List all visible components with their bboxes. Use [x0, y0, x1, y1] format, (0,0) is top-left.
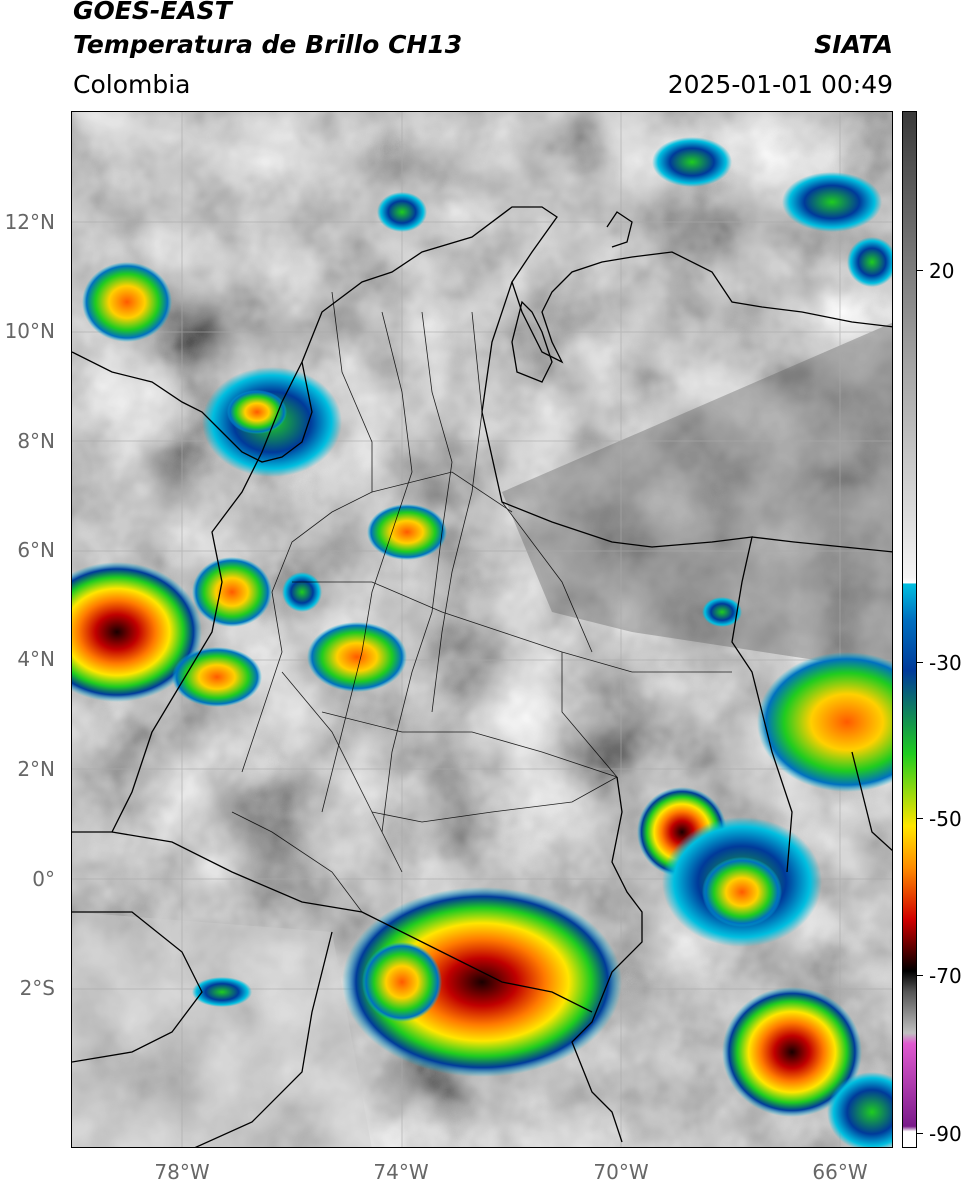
lat-label-10n: 10°N [4, 319, 55, 343]
colorbar-tick [917, 818, 923, 819]
datetime-label: 2025-01-01 00:49 [667, 70, 893, 99]
colorbar-tick [917, 662, 923, 663]
colorbar-label-minus70: -70 [929, 964, 962, 988]
organization-label: SIATA [814, 30, 893, 59]
country-borders [72, 206, 892, 1147]
colorbar-label-minus50: -50 [929, 807, 962, 831]
product-title: Temperatura de Brillo CH13 [73, 30, 463, 59]
temperature-colorbar [902, 111, 917, 1148]
lat-label-2n: 2°N [17, 757, 55, 781]
lon-label-78w: 78°W [154, 1160, 210, 1184]
colorbar-tick [917, 270, 923, 271]
colorbar-label-minus90: -90 [929, 1122, 962, 1146]
lat-label-0: 0° [32, 867, 55, 891]
colorbar-tick [917, 1133, 923, 1134]
lat-label-12n: 12°N [4, 210, 55, 234]
lat-label-8n: 8°N [17, 429, 55, 453]
lon-label-66w: 66°W [812, 1160, 868, 1184]
map-image [72, 112, 892, 1147]
colorbar-label-20: 20 [929, 259, 955, 283]
satellite-map[interactable] [71, 111, 893, 1148]
lon-label-74w: 74°W [373, 1160, 429, 1184]
colorbar-label-minus30: -30 [929, 651, 962, 675]
department-borders [231, 291, 732, 913]
lon-label-70w: 70°W [593, 1160, 649, 1184]
lat-label-2s: 2°S [19, 976, 55, 1000]
lat-label-4n: 4°N [17, 647, 55, 671]
lat-label-6n: 6°N [17, 538, 55, 562]
satellite-title: GOES-EAST [73, 0, 232, 25]
region-label: Colombia [73, 70, 191, 99]
colorbar-tick [917, 975, 923, 976]
